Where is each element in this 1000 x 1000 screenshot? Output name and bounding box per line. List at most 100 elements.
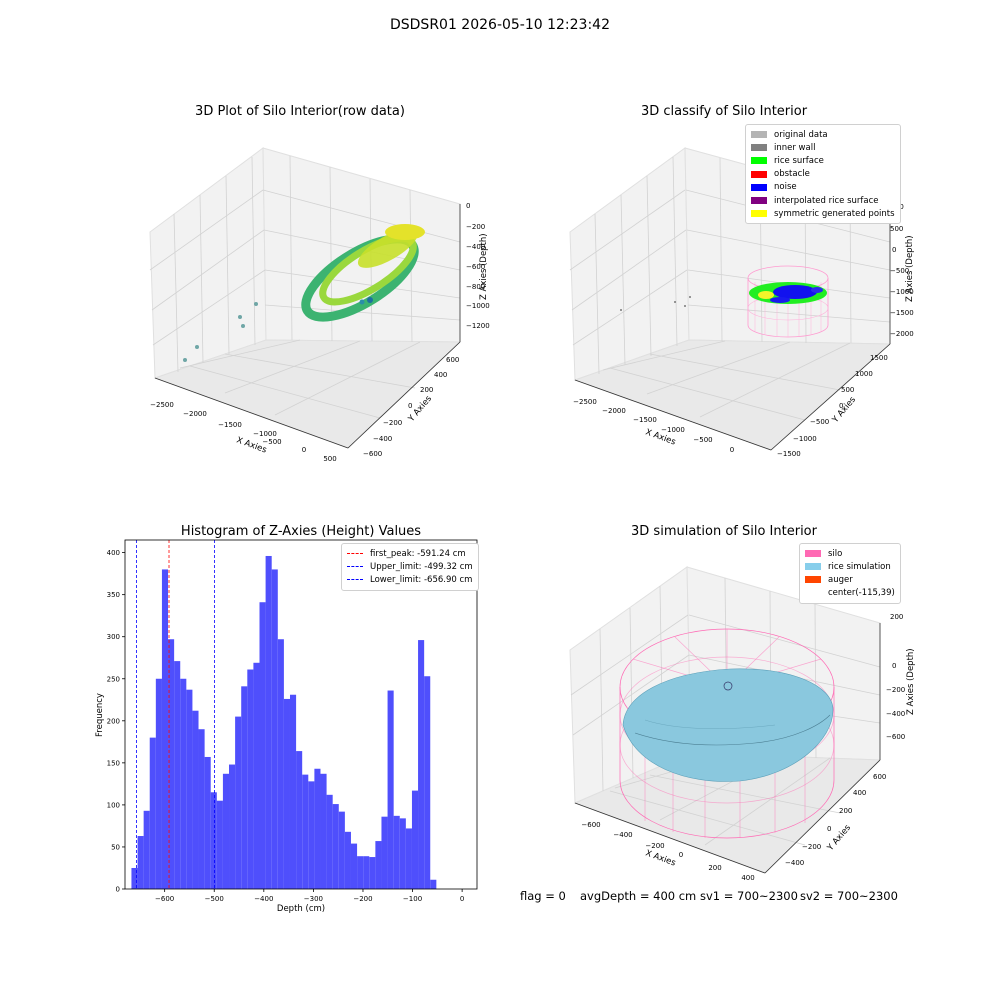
histogram-xtick-label: −600: [155, 895, 174, 903]
raw-zlabel: Z Axies (Depth): [479, 233, 489, 300]
histogram-bar: [192, 710, 199, 889]
histogram-bar: [253, 662, 260, 889]
histogram-bar: [320, 773, 327, 889]
classify-ztick: −500: [890, 267, 909, 275]
histogram-bar: [302, 774, 309, 889]
simulation-plot-title: 3D simulation of Silo Interior: [631, 524, 817, 539]
histogram-ytick-label: 0: [116, 886, 120, 894]
raw-ytick: −400: [373, 435, 392, 443]
histogram-bar: [283, 698, 290, 889]
classify-ytick: 1000: [855, 370, 873, 378]
histogram-xtick-label: −500: [205, 895, 224, 903]
simulation-zlabel: Z Axies (Depth): [906, 648, 916, 715]
classify-plot-title: 3D classify of Silo Interior: [640, 104, 808, 119]
raw-ztick: −400: [466, 243, 485, 251]
histogram-bar: [375, 841, 382, 889]
avg-depth-text: avgDepth = 400 cm: [580, 889, 697, 903]
flag-text: flag = 0: [520, 889, 566, 903]
histogram-bar: [418, 640, 425, 889]
classify-ztick: −1500: [890, 309, 914, 317]
classify-ylabel: Y Axies: [830, 395, 858, 426]
legend-entry-lower-limit: Lower_limit: -656.90 cm: [347, 573, 473, 586]
raw-ytick: 400: [434, 371, 447, 379]
histogram-bar: [405, 828, 412, 889]
raw-ztick: −1000: [466, 302, 490, 310]
simulation-xtick: 400: [741, 874, 754, 882]
classify-xtick: −2000: [602, 407, 626, 415]
raw-xtick: −1500: [218, 421, 242, 429]
raw-xtick: −2000: [183, 410, 207, 418]
classify-ztick: 0: [892, 246, 896, 254]
legend-swatch: [751, 183, 767, 191]
histogram-bar: [186, 689, 193, 889]
legend-entry-interpolated: interpolated rice surface: [751, 194, 895, 207]
classify-ytick: −1000: [793, 435, 817, 443]
raw-ytick: 600: [446, 356, 459, 364]
simulation-xtick: −600: [581, 821, 600, 829]
raw-ztick: −200: [466, 223, 485, 231]
histogram-bar: [161, 569, 169, 889]
raw-xtick: −1000: [253, 430, 277, 438]
rice-simulation-surface: [622, 668, 834, 782]
histogram-bar: [332, 804, 339, 889]
histogram-bar: [424, 676, 431, 889]
classify-xtick: −1000: [661, 426, 685, 434]
histogram-frame: [124, 539, 478, 890]
simulation-ytick: −400: [785, 859, 804, 867]
legend-entry-noise: noise: [751, 181, 895, 194]
histogram-bar: [381, 816, 388, 889]
simulation-ytick: 600: [873, 773, 886, 781]
simulation-ztick: −400: [886, 710, 905, 718]
histogram-bar: [289, 694, 297, 889]
histogram-ytick-label: 250: [107, 675, 120, 683]
raw-xtick: 0: [302, 446, 306, 454]
legend-label: center(-115,39): [828, 588, 895, 599]
legend-swatch: [751, 157, 767, 165]
raw-ytick: −600: [363, 450, 382, 458]
histogram-bar: [399, 818, 406, 889]
simulation-xtick: 200: [708, 864, 721, 872]
simulation-3d-plot: −600 −400 −200 0 200 400 −400 −200 0 200…: [569, 566, 916, 882]
classify-xtick: −1500: [633, 416, 657, 424]
histogram-bar: [174, 661, 181, 889]
histogram-bar: [357, 856, 364, 889]
histogram-bar: [168, 639, 175, 889]
histogram-xtick-label: −100: [403, 895, 422, 903]
legend-label: Lower_limit: -656.90 cm: [370, 574, 473, 585]
legend-label: noise: [774, 182, 797, 193]
histogram-bar: [308, 781, 315, 889]
classify-ztick: −2000: [890, 330, 914, 338]
legend-label: inner wall: [774, 142, 816, 153]
legend-line: [347, 579, 363, 581]
legend-entry-inner-wall: inner wall: [751, 141, 895, 154]
histogram-bar: [265, 555, 272, 889]
legend-entry-rice-simulation: rice simulation: [805, 560, 895, 573]
legend-entry-rice-surface: rice surface: [751, 154, 895, 167]
histogram-bar: [338, 811, 345, 889]
histogram-ytick-label: 50: [111, 843, 120, 851]
histogram-bar: [210, 792, 217, 889]
classify-ytick: −1500: [777, 450, 801, 458]
histogram-bar: [131, 867, 138, 889]
histogram-bar: [393, 815, 400, 889]
legend-label: first_peak: -591.24 cm: [370, 548, 466, 559]
classify-ytick: 1500: [870, 354, 888, 362]
histogram-bar: [271, 569, 278, 889]
classify-ytick: 0: [839, 402, 843, 410]
legend-swatch: [805, 576, 821, 584]
histogram-bar: [137, 836, 144, 889]
histogram-bar: [198, 729, 205, 889]
legend-label: Upper_limit: -499.32 cm: [370, 561, 473, 572]
legend-label: original data: [774, 129, 828, 140]
legend-entry-obstacle: obstacle: [751, 168, 895, 181]
legend-entry-original-data: original data: [751, 128, 895, 141]
histogram-ytick-label: 400: [107, 549, 120, 557]
histogram-bar: [314, 768, 321, 889]
histogram-xtick-label: −200: [353, 895, 372, 903]
histogram-bar: [387, 690, 394, 889]
classify-ztick: 500: [890, 225, 903, 233]
legend-swatch: [751, 197, 767, 205]
classify-xtick: −500: [693, 436, 712, 444]
simulation-ztick: 200: [890, 613, 903, 621]
raw-3d-plot: −2500 −2000 −1500 −1000 −500 0 500 −600 …: [149, 147, 490, 463]
